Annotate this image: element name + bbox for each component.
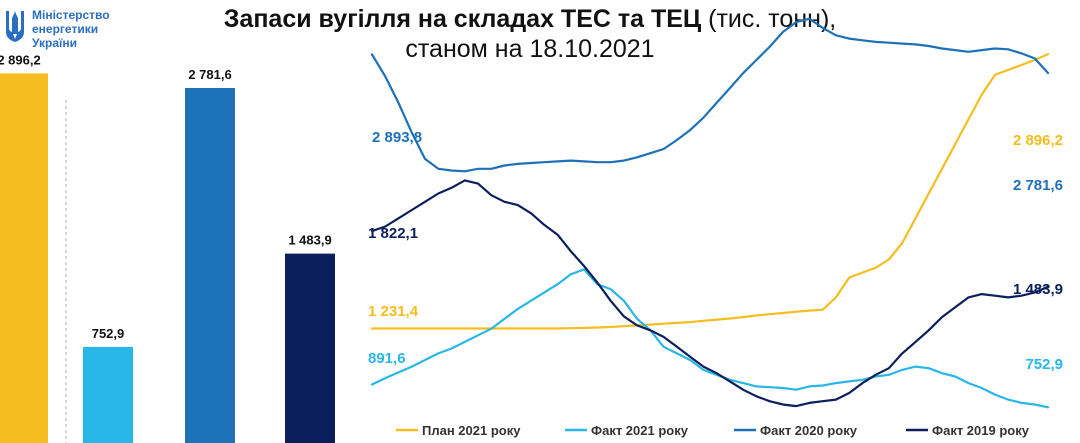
logo: Міністерство енергетики України <box>4 8 110 50</box>
bar-value-label-4: 1 483,9 <box>288 233 331 248</box>
chart-title: Запаси вугілля на складах ТЕС та ТЕЦ <box>223 5 702 33</box>
bar-value-label-1: 2 896,2 <box>0 52 41 67</box>
line-end-label-2: 752,9 <box>1025 356 1063 373</box>
legend-label-2: Факт 2021 року <box>591 423 689 438</box>
legend-label-1: План 2021 року <box>422 423 521 438</box>
trident-icon <box>6 11 24 42</box>
bar-value-label-3: 2 781,6 <box>188 67 231 82</box>
line-series-3 <box>370 17 1050 173</box>
line-end-label-4: 1 483,9 <box>1013 281 1063 298</box>
logo-line-3: України <box>32 36 78 50</box>
chart-subtitle: станом на 18.10.2021 <box>405 35 655 63</box>
line-start-label-2: 891,6 <box>368 350 406 367</box>
logo-line-2: енергетики <box>32 22 99 36</box>
line-series-4 <box>370 179 1050 408</box>
line-end-label-3: 2 781,6 <box>1013 177 1063 194</box>
legend-label-4: Факт 2019 року <box>932 423 1030 438</box>
line-end-label-1: 2 896,2 <box>1013 132 1063 149</box>
bar-value-label-2: 752,9 <box>92 326 125 341</box>
bar-1 <box>0 73 48 443</box>
line-start-label-4: 1 822,1 <box>368 225 418 242</box>
line-start-label-3: 2 893,8 <box>372 129 422 146</box>
chart-title-unit: (тис. тонн), <box>701 5 837 33</box>
logo-line-1: Міністерство <box>32 8 110 22</box>
line-series-2 <box>370 268 1050 409</box>
line-start-label-1: 1 231,4 <box>368 303 419 320</box>
line-series-1 <box>370 52 1050 330</box>
legend-label-3: Факт 2020 року <box>760 423 858 438</box>
bar-3 <box>185 88 235 443</box>
bar-4 <box>285 253 335 443</box>
bar-2 <box>83 346 133 443</box>
chart-title-block: Запаси вугілля на складах ТЕС та ТЕЦ (ти… <box>170 4 890 64</box>
